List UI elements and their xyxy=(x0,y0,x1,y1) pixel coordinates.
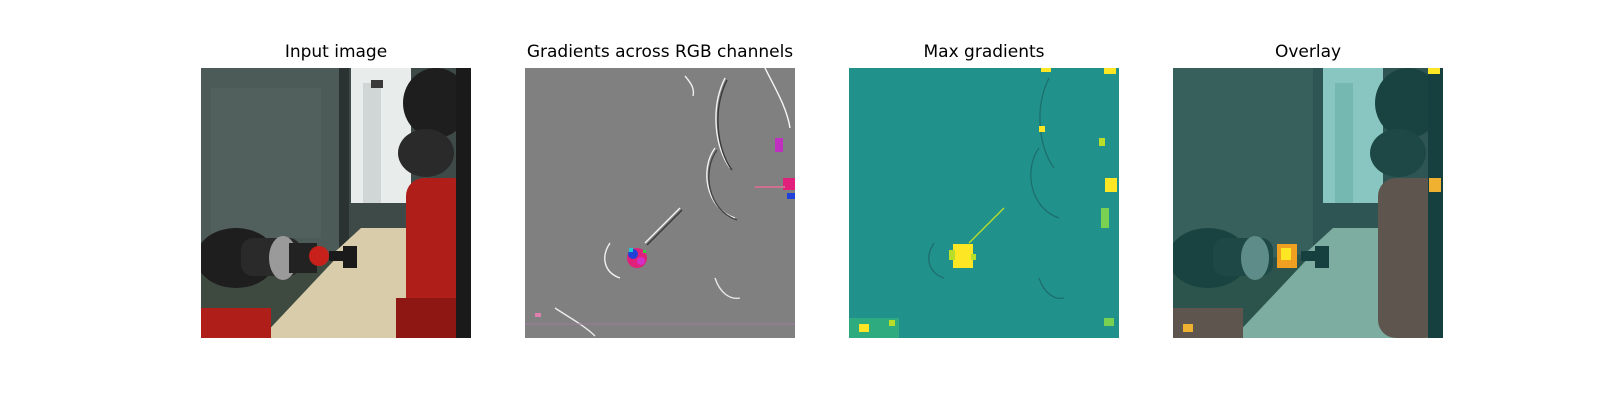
overlay-image xyxy=(1173,68,1443,338)
overlay-title: Overlay xyxy=(1274,42,1342,62)
input-image xyxy=(201,68,471,338)
overlay-panel xyxy=(1173,68,1443,338)
rgb-gradients-panel xyxy=(525,68,795,338)
rgb-gradients-title: Gradients across RGB channels xyxy=(526,42,794,62)
max-gradient-hotspot xyxy=(949,244,976,268)
input-image-panel xyxy=(201,68,471,338)
rgb-gradients-image xyxy=(525,68,795,338)
rgb-gradient-hotspot xyxy=(627,248,647,268)
max-gradients-panel xyxy=(849,68,1119,338)
max-gradients-image xyxy=(849,68,1119,338)
input-image-title: Input image xyxy=(284,42,388,62)
overlay-hotspot xyxy=(1277,244,1297,268)
max-gradients-title: Max gradients xyxy=(923,42,1045,62)
